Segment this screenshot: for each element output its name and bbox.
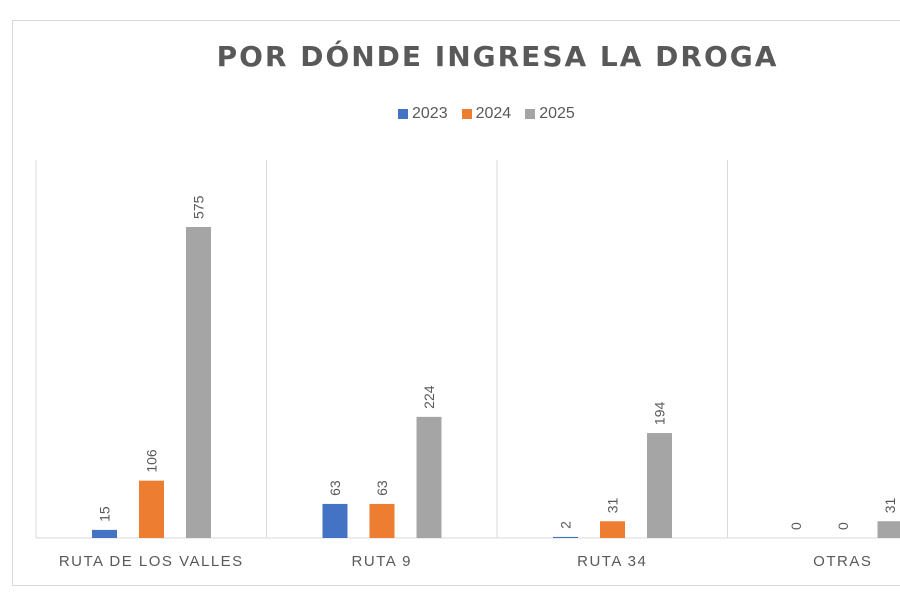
category-label: RUTA 9 [352,553,412,570]
bar-2024 [369,503,395,538]
bar-2024 [139,480,164,538]
data-label: 2 [558,521,574,529]
legend-label: 2024 [475,105,512,122]
bar-2023 [322,503,348,538]
bar-2024 [600,521,625,538]
data-label: 575 [191,195,207,219]
category-label: RUTA DE LOS VALLES [59,553,244,570]
chart-title: POR DÓNDE INGRESA LA DROGA [216,40,779,73]
data-label: 0 [788,522,804,530]
category-label: OTRAS [813,553,872,570]
data-label: 63 [374,480,390,496]
category-label: RUTA 34 [577,553,647,570]
data-label: 31 [882,497,898,513]
data-label: 31 [605,497,621,513]
legend-item: 2024 [461,105,512,123]
legend-item: 2025 [525,105,575,123]
data-label: 63 [327,480,343,496]
legend-label: 2025 [539,105,575,122]
legend: 2023 2024 2025 [398,105,575,123]
data-label: 0 [835,522,851,530]
data-label: 15 [97,506,113,522]
legend-swatch [461,109,472,119]
legend-label: 2023 [412,105,448,122]
bar-2025 [877,521,900,538]
bar-2023 [92,529,117,538]
legend-swatch [525,109,536,119]
bar-2025 [186,227,211,538]
bar-2025 [647,433,672,538]
data-label: 106 [144,449,160,473]
data-label: 194 [652,401,668,425]
legend-item: 2023 [398,105,448,123]
chart-area [12,20,900,586]
legend-swatch [398,109,408,119]
data-label: 224 [421,385,437,409]
bar-2023 [553,536,578,538]
bar-2025 [416,416,442,538]
